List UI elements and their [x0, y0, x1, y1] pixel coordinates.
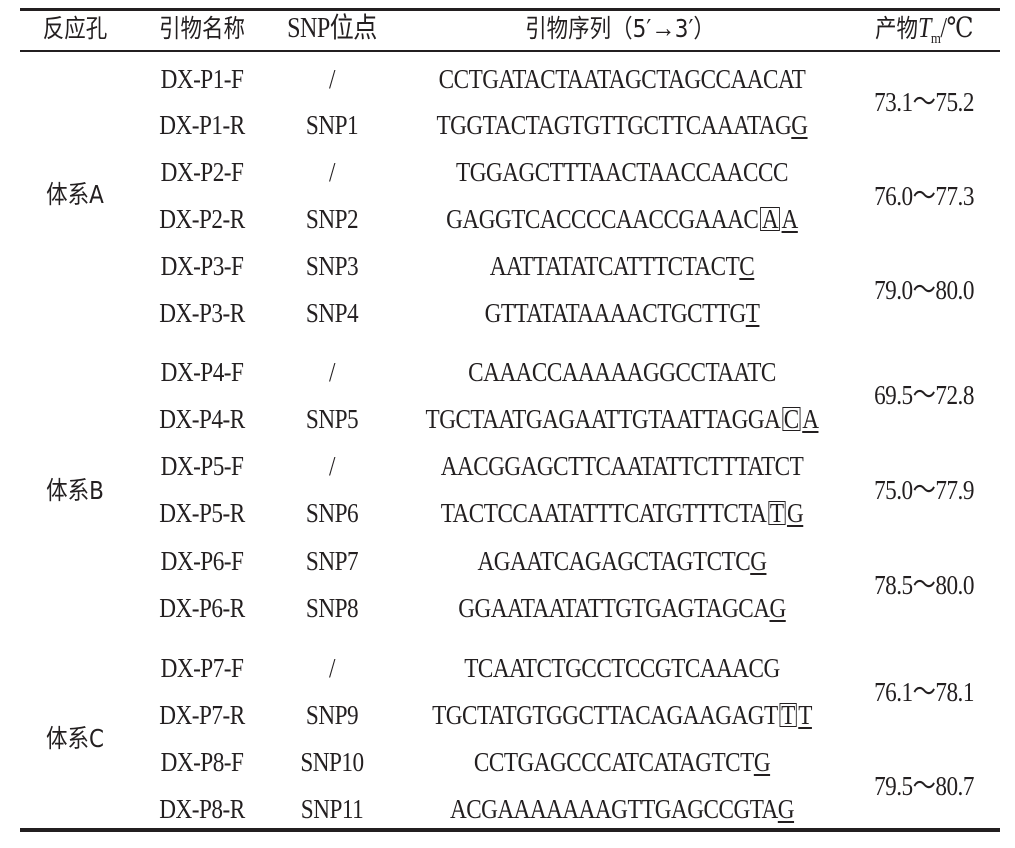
snp-site-cell: SNP11: [300, 794, 364, 824]
mismatch-base-boxed: C: [782, 404, 801, 434]
snp-base-underlined: G: [786, 498, 804, 528]
primer-name-cell: DX-P7-R: [159, 700, 245, 730]
snp-site-cell: SNP3: [305, 251, 359, 281]
table-top-rule: [20, 8, 1000, 11]
mismatch-base-boxed: A: [760, 204, 780, 234]
header-sequence: 引物序列（5′→3′）: [525, 13, 715, 44]
primer-name-cell: DX-P5-F: [160, 451, 244, 481]
sequence-bases: GTTATATAAAACTGCTTG: [484, 298, 747, 328]
snp-site-cell: SNP9: [305, 700, 359, 730]
primer-name-cell: DX-P8-F: [160, 747, 244, 777]
system-label: 体系A: [46, 180, 104, 209]
primer-sequence-cell: TCAATCTGCCTCCGTCAAACG: [464, 651, 780, 685]
snp-base-underlined: T: [798, 700, 812, 730]
sequence-bases: GGAATAATATTGTGAGTAGCA: [458, 593, 770, 623]
primer-name-cell: DX-P8-R: [159, 794, 245, 824]
table-bottom-rule: [20, 828, 1000, 832]
primer-sequence-cell: CAAACCAAAAAGGCCTAATC: [468, 355, 776, 389]
sequence-bases: ACGAAAAAAAGTTGAGCCGTA: [449, 794, 778, 824]
sequence-bases: TGGAGCTTTAACTAACCAACCC: [456, 157, 788, 187]
sequence-bases: TCAATCTGCCTCCGTCAAACG: [464, 653, 780, 683]
sequence-bases: CCTGAGCCCATCATAGTCT: [473, 747, 754, 777]
primer-name-cell: DX-P4-R: [159, 404, 245, 434]
snp-site-cell: SNP5: [305, 404, 359, 434]
tm-range-cell: 79.0～80.0: [874, 275, 974, 305]
primer-sequence-cell: GGAATAATATTGTGAGTAGCAG: [458, 591, 786, 625]
sequence-bases: TGGTACTAGTGTTGCTTCAAATAG: [436, 110, 792, 140]
primer-name-cell: DX-P3-R: [159, 298, 245, 328]
tm-range-cell: 79.5～80.7: [874, 771, 974, 801]
primer-sequence-cell: CCTGATACTAATAGCTAGCCAACAT: [439, 62, 806, 96]
snp-base-underlined: G: [791, 110, 808, 140]
tm-range-cell: 78.5～80.0: [874, 570, 974, 600]
primer-name-cell: DX-P5-R: [159, 498, 245, 528]
snp-base-underlined: G: [769, 593, 786, 623]
sequence-bases: AACGGAGCTTCAATATTCTTTATCT: [440, 451, 804, 481]
snp-site-cell: /: [329, 653, 335, 683]
snp-base-underlined: G: [750, 546, 767, 576]
primer-sequence-cell: AATTATATCATTTCTACTC: [490, 249, 755, 283]
tm-range-cell: 76.0～77.3: [874, 181, 974, 211]
sequence-bases: TGCTATGTGGCTTACAGAAGAGT: [432, 700, 778, 730]
header-primer-name: 引物名称: [158, 14, 246, 43]
snp-site-cell: SNP7: [305, 546, 359, 576]
snp-site-cell: SNP1: [305, 110, 359, 140]
snp-site-cell: /: [329, 451, 335, 481]
table-header-rule: [20, 50, 1000, 52]
snp-site-cell: SNP8: [305, 593, 359, 623]
mismatch-base-boxed: T: [779, 700, 797, 730]
sequence-bases: CAAACCAAAAAGGCCTAATC: [468, 357, 776, 387]
sequence-bases: TACTCCAATATTTCATGTTTCTA: [440, 498, 767, 528]
primer-name-cell: DX-P4-F: [160, 357, 244, 387]
header-snp-site: SNP位点: [287, 13, 377, 44]
primer-name-cell: DX-P2-R: [159, 204, 245, 234]
snp-site-cell: /: [329, 357, 335, 387]
header-product-tm: 产物Tm/℃: [874, 13, 974, 47]
system-label: 体系B: [46, 476, 104, 505]
primer-name-cell: DX-P2-F: [160, 157, 244, 187]
snp-base-underlined: A: [781, 204, 799, 234]
primer-sequence-cell: ACGAAAAAAAGTTGAGCCGTAG: [449, 792, 795, 826]
primer-name-cell: DX-P3-F: [160, 251, 244, 281]
snp-base-underlined: T: [745, 298, 760, 328]
tm-range-cell: 73.1～75.2: [874, 87, 974, 117]
primer-name-cell: DX-P7-F: [160, 653, 244, 683]
tm-range-cell: 69.5～72.8: [874, 380, 974, 410]
tm-range-cell: 76.1～78.1: [874, 677, 974, 707]
system-label: 体系C: [45, 724, 105, 753]
primer-name-cell: DX-P1-F: [160, 64, 244, 94]
primer-sequence-cell: CCTGAGCCCATCATAGTCTG: [473, 745, 771, 779]
primer-name-cell: DX-P6-F: [160, 546, 244, 576]
primer-sequence-cell: GAGGTCACCCCAACCGAAAC A A: [446, 202, 798, 236]
primer-sequence-cell: TGCTATGTGGCTTACAGAAGAGT T T: [432, 698, 812, 732]
snp-base-underlined: C: [739, 251, 755, 281]
snp-site-cell: SNP2: [305, 204, 359, 234]
primer-sequence-cell: TGCTAATGAGAATTGTAATTAGGA C A: [426, 402, 819, 436]
primer-sequence-cell: AACGGAGCTTCAATATTCTTTATCT: [441, 449, 804, 483]
snp-site-cell: /: [329, 64, 335, 94]
primer-sequence-cell: AGAATCAGAGCTAGTCTCG: [478, 544, 767, 578]
snp-site-cell: SNP4: [305, 298, 359, 328]
primer-sequence-cell: GTTATATAAAACTGCTTGT: [485, 296, 760, 330]
sequence-bases: GAGGTCACCCCAACCGAAAC: [446, 204, 759, 234]
snp-base-underlined: G: [777, 794, 795, 824]
tm-range-cell: 75.0～77.9: [874, 475, 974, 505]
primer-sequence-cell: TACTCCAATATTTCATGTTTCTA T G: [441, 496, 804, 530]
primer-name-cell: DX-P1-R: [159, 110, 245, 140]
sequence-bases: AGAATCAGAGCTAGTCTC: [477, 546, 751, 576]
sequence-bases: TGCTAATGAGAATTGTAATTAGGA: [425, 404, 781, 434]
snp-site-cell: SNP10: [300, 747, 364, 777]
snp-site-cell: SNP6: [305, 498, 359, 528]
mismatch-base-boxed: T: [768, 498, 786, 528]
primer-name-cell: DX-P6-R: [159, 593, 245, 623]
primer-sequence-cell: TGGTACTAGTGTTGCTTCAAATAGG: [436, 108, 808, 142]
snp-base-underlined: G: [753, 747, 771, 777]
snp-base-underlined: A: [802, 404, 819, 434]
header-well: 反应孔: [42, 14, 108, 43]
sequence-bases: AATTATATCATTTCTACT: [489, 251, 740, 281]
snp-site-cell: /: [329, 157, 335, 187]
primer-sequence-cell: TGGAGCTTTAACTAACCAACCC: [456, 155, 788, 189]
sequence-bases: CCTGATACTAATAGCTAGCCAACAT: [438, 64, 806, 94]
